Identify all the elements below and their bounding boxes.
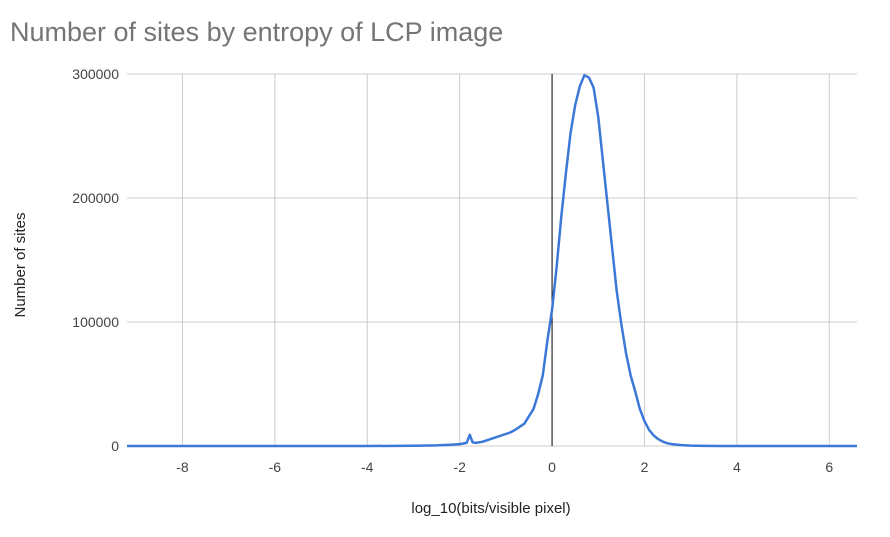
x-tick-label: -2	[453, 459, 466, 475]
x-axis-label: log_10(bits/visible pixel)	[411, 500, 570, 517]
x-tick-label: 6	[825, 459, 833, 475]
y-tick-label: 200000	[72, 190, 119, 206]
y-tick-label: 100000	[72, 314, 119, 330]
x-tick-label: 2	[641, 459, 649, 475]
x-tick-label: -4	[361, 459, 374, 475]
y-tick-label: 300000	[72, 66, 119, 82]
grid-lines	[127, 73, 857, 447]
chart-title: Number of sites by entropy of LCP image	[10, 17, 503, 47]
x-tick-label: 0	[548, 459, 556, 475]
x-tick-label: 4	[733, 459, 741, 475]
series-line	[127, 73, 857, 448]
x-tick-label: -6	[269, 459, 282, 475]
series-lines	[127, 73, 857, 448]
y-tick-label: 0	[111, 438, 119, 454]
y-axis-label: Number of sites	[12, 212, 29, 317]
y-tick-labels: 0 100000 200000 300000	[72, 66, 119, 454]
x-tick-label: -8	[176, 459, 189, 475]
x-tick-labels: -8 -6 -4 -2 0 2 4 6	[176, 459, 833, 475]
